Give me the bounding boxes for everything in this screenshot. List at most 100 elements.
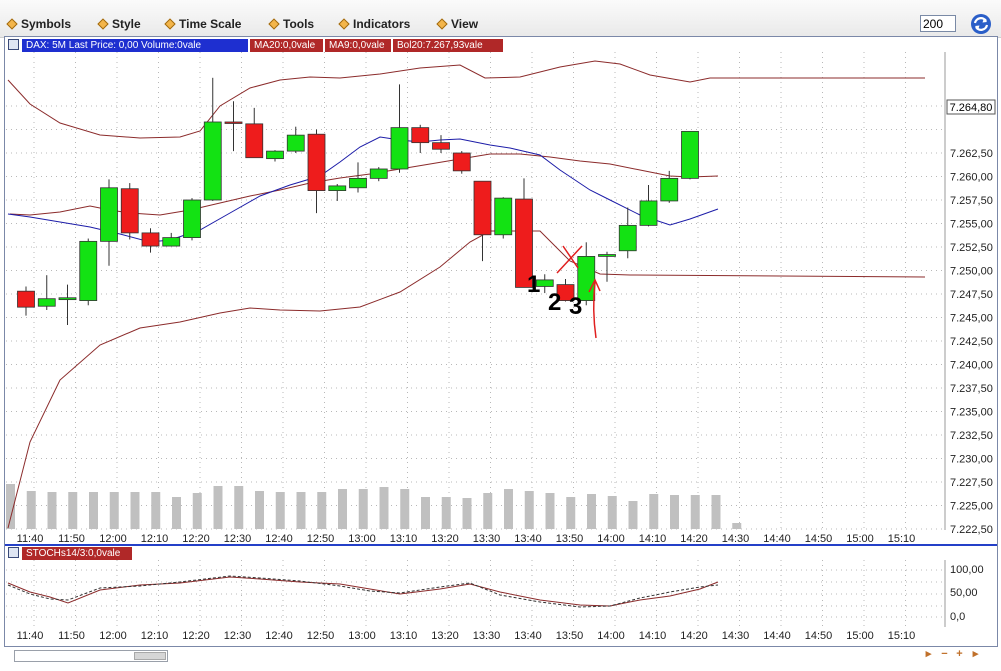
time-tick-label: 13:30 xyxy=(473,630,501,642)
candle-body[interactable] xyxy=(411,127,430,144)
refresh-icon[interactable] xyxy=(970,13,992,35)
volume-bar xyxy=(234,486,244,529)
candle-body[interactable] xyxy=(17,290,35,308)
candle-body[interactable] xyxy=(515,198,533,288)
volume-bar xyxy=(275,492,285,529)
candle-body[interactable] xyxy=(369,168,388,179)
price-tick-label: 7.225,00 xyxy=(950,501,993,513)
volume-bar xyxy=(296,492,306,529)
volume-bar xyxy=(213,486,223,529)
menu-bar: Symbols Style Time Scale Tools Indicator… xyxy=(0,0,1001,38)
candle-body[interactable] xyxy=(79,240,98,301)
stoch-settings-icon[interactable] xyxy=(8,547,19,558)
candle-body[interactable] xyxy=(328,185,347,191)
last-price-box xyxy=(946,99,996,115)
volume-bar xyxy=(192,493,202,529)
candle-body[interactable] xyxy=(203,121,222,201)
price-tick-label: 7.252,50 xyxy=(950,242,993,254)
scroll-first-icon[interactable]: ▸ xyxy=(925,648,932,660)
candle-body[interactable] xyxy=(100,187,118,242)
volume-bar xyxy=(68,492,78,529)
zoom-out-icon[interactable]: − xyxy=(941,648,948,660)
menu-tools[interactable]: Tools xyxy=(268,17,314,31)
volume-bar xyxy=(566,497,576,529)
candle-body[interactable] xyxy=(473,180,492,236)
volume-bar xyxy=(338,489,347,529)
candle-body[interactable] xyxy=(286,134,305,152)
candle-body[interactable] xyxy=(660,177,679,202)
price-tick-label: 7.222,50 xyxy=(950,524,993,536)
price-tick-label: 7.227,50 xyxy=(950,477,993,489)
candle-body[interactable] xyxy=(162,237,181,247)
stoch-tick-label: 100,00 xyxy=(950,564,984,576)
candle-body[interactable] xyxy=(618,224,637,252)
volume-bar xyxy=(483,493,493,529)
time-tick-label: 13:40 xyxy=(514,630,542,642)
volume-bar xyxy=(358,489,368,529)
last-price-label: 7.264,80 xyxy=(950,102,993,114)
candle-body[interactable] xyxy=(535,279,554,287)
candle-body[interactable] xyxy=(245,123,264,159)
volume-bar xyxy=(670,495,679,529)
menu-symbols[interactable]: Symbols xyxy=(6,17,71,31)
bollinger-upper xyxy=(7,60,925,139)
candle-body[interactable] xyxy=(120,188,139,234)
volume-bar xyxy=(607,496,617,529)
bars-count-input[interactable] xyxy=(920,15,956,32)
stoch-legend[interactable]: STOCHs14/3:0,0vale xyxy=(22,547,132,560)
price-tick-label: 7.240,00 xyxy=(950,360,993,372)
menu-style[interactable]: Style xyxy=(97,17,141,31)
candle-body[interactable] xyxy=(58,297,77,301)
time-tick-label: 14:00 xyxy=(597,630,625,642)
menu-view[interactable]: View xyxy=(436,17,478,31)
volume-bar xyxy=(6,484,15,529)
time-tick-label: 12:50 xyxy=(307,630,335,642)
bollinger-legend[interactable]: Bol20:7.267,93vale xyxy=(393,39,503,52)
time-tick-label: 15:00 xyxy=(846,533,874,545)
menu-time-scale[interactable]: Time Scale xyxy=(164,17,241,31)
time-tick-label: 14:50 xyxy=(805,533,833,545)
volume-bar xyxy=(441,497,451,529)
candle-body[interactable] xyxy=(141,232,160,247)
menu-indicators[interactable]: Indicators xyxy=(338,17,410,31)
candle-body[interactable] xyxy=(390,127,409,170)
candle-body[interactable] xyxy=(307,133,326,191)
time-tick-label: 13:50 xyxy=(556,630,584,642)
candle-body[interactable] xyxy=(639,200,658,226)
time-tick-label: 12:30 xyxy=(224,630,252,642)
time-scrollbar[interactable] xyxy=(14,650,168,662)
candle-body[interactable] xyxy=(556,284,575,301)
candle-body[interactable] xyxy=(681,130,699,179)
time-tick-label: 12:40 xyxy=(265,630,293,642)
ma9-legend[interactable]: MA9:0,0vale xyxy=(325,39,391,52)
candle-body[interactable] xyxy=(349,177,367,189)
candle-body[interactable] xyxy=(224,121,243,124)
candle-body[interactable] xyxy=(598,254,616,257)
volume-bar xyxy=(89,492,98,529)
price-tick-label: 7.232,50 xyxy=(950,430,993,442)
volume-bar xyxy=(255,491,264,529)
candle-body[interactable] xyxy=(432,142,450,150)
time-tick-label: 12:20 xyxy=(182,533,210,545)
time-tick-label: 14:30 xyxy=(722,533,750,545)
chart-settings-icon[interactable] xyxy=(8,39,19,50)
scroll-last-icon[interactable]: ▸ xyxy=(972,648,979,660)
scrollbar-thumb[interactable] xyxy=(134,652,166,660)
time-tick-label: 12:10 xyxy=(141,630,169,642)
time-tick-label: 13:10 xyxy=(390,630,418,642)
time-tick-label: 11:40 xyxy=(17,630,44,642)
candle-body[interactable] xyxy=(266,150,284,160)
candle-body[interactable] xyxy=(183,199,201,238)
zoom-in-icon[interactable]: + xyxy=(956,648,963,660)
price-tick-label: 7.247,50 xyxy=(950,289,993,301)
volume-bar xyxy=(317,492,327,529)
candle-body[interactable] xyxy=(37,298,56,307)
ma20-legend[interactable]: MA20:0,0vale xyxy=(250,39,323,52)
stoch-d-line xyxy=(7,575,719,608)
candle-body[interactable] xyxy=(494,197,513,236)
volume-bar xyxy=(151,492,161,529)
price-tick-label: 7.245,00 xyxy=(950,313,993,325)
candle-body[interactable] xyxy=(452,152,471,172)
volume-bar xyxy=(400,489,410,529)
